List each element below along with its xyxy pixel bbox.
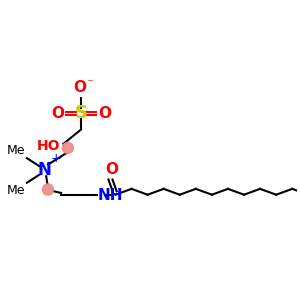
Text: N: N xyxy=(38,161,51,179)
Text: ⁻: ⁻ xyxy=(86,78,93,91)
Circle shape xyxy=(42,184,53,195)
Text: O: O xyxy=(106,162,118,177)
Text: Me: Me xyxy=(7,184,26,197)
Text: Me: Me xyxy=(7,144,26,157)
Circle shape xyxy=(62,142,74,154)
Text: O: O xyxy=(73,80,86,95)
Text: NH: NH xyxy=(97,188,123,203)
Text: S: S xyxy=(74,104,88,122)
Text: O: O xyxy=(98,106,111,121)
Text: O: O xyxy=(51,106,64,121)
Text: +: + xyxy=(50,152,61,165)
Text: HO: HO xyxy=(36,139,60,153)
